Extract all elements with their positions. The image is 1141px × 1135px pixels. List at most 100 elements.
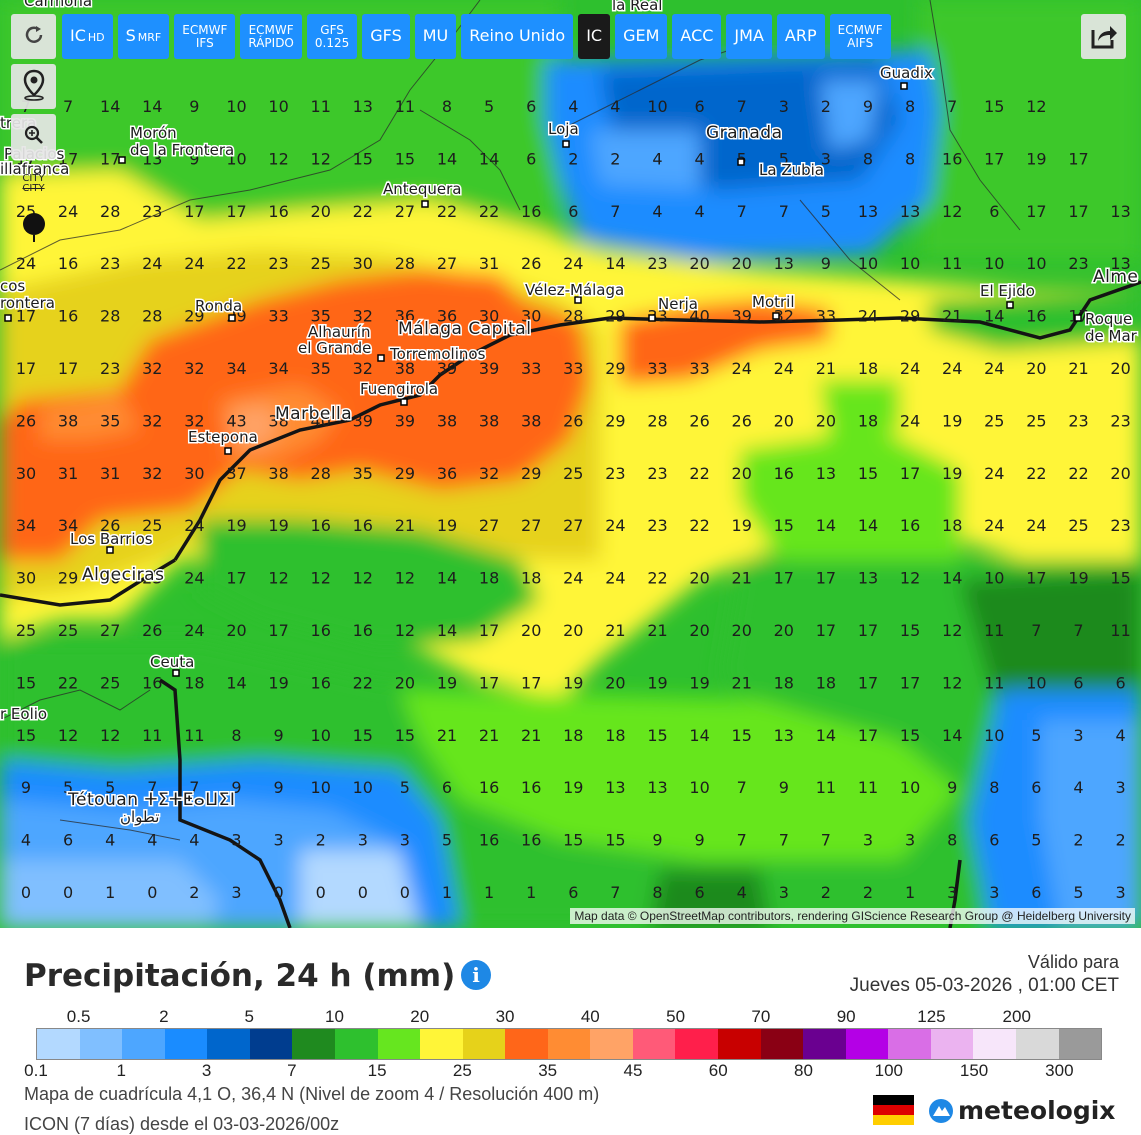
germany-flag-icon[interactable] (873, 1095, 914, 1125)
grid-value: 23 (268, 254, 288, 273)
color-swatch (249, 1029, 293, 1059)
forecast-map[interactable]: 7714149101011131185644106732987151217171… (0, 0, 1141, 928)
point-marker-button[interactable] (11, 209, 56, 249)
grid-value: 16 (900, 516, 920, 535)
model-button-jma[interactable]: JMA (726, 14, 772, 59)
share-button[interactable] (1081, 14, 1126, 59)
grid-value: 26 (563, 411, 583, 430)
grid-value: 20 (395, 673, 415, 692)
grid-value: 5 (1031, 831, 1041, 850)
refresh-button[interactable] (11, 14, 56, 59)
color-swatch (888, 1029, 931, 1059)
attribution-text[interactable]: Map data © OpenStreetMap contributors, r… (574, 909, 1131, 923)
grid-value: 4 (1116, 726, 1126, 745)
grid-value: 21 (816, 359, 836, 378)
grid-value: 18 (184, 673, 204, 692)
color-swatch (632, 1029, 676, 1059)
grid-value: 17 (58, 359, 78, 378)
grid-value: 3 (989, 883, 999, 902)
model-button-acc[interactable]: ACC (672, 14, 722, 59)
city-label: Vélez-Málaga (525, 281, 624, 299)
grid-value: 38 (521, 411, 541, 430)
model-button-ecmwfifs[interactable]: ECMWF IFS (174, 14, 236, 59)
grid-value: 3 (274, 831, 284, 850)
model-button-ic[interactable]: IC (578, 14, 611, 59)
grid-value: 22 (647, 569, 667, 588)
zoom-in-button[interactable] (11, 114, 56, 159)
brand-logo[interactable]: meteologix (928, 1096, 1115, 1125)
model-button-label: IC HD (70, 26, 105, 46)
city-label: rontera (0, 294, 55, 312)
grid-value: 23 (1110, 411, 1130, 430)
grid-value: 6 (1116, 673, 1126, 692)
model-button-label: JMA (734, 26, 764, 46)
scale-tick-label: 50 (666, 1007, 686, 1026)
map-attribution[interactable]: Map data © OpenStreetMap contributors, r… (570, 908, 1135, 924)
grid-value: 37 (226, 464, 246, 483)
model-button-arp[interactable]: ARP (776, 14, 825, 59)
grid-value: 32 (142, 411, 162, 430)
grid-value: 39 (437, 359, 457, 378)
grid-value: 29 (521, 464, 541, 483)
grid-value: 5 (484, 97, 494, 116)
model-button-smrf[interactable]: S MRF (117, 14, 170, 59)
grid-value: 10 (984, 569, 1004, 588)
grid-value: 18 (605, 726, 625, 745)
grid-value: 10 (1026, 673, 1046, 692)
model-button-reino-unido[interactable]: Reino Unido (461, 14, 574, 59)
grid-value: 32 (142, 359, 162, 378)
grid-value: 21 (437, 726, 457, 745)
city-toggle-button[interactable]: CITY CITY (11, 164, 56, 204)
scale-tick-label: 45 (623, 1061, 643, 1080)
meteologix-logo-icon (929, 1098, 953, 1123)
grid-value: 15 (900, 621, 920, 640)
grid-value: 38 (268, 464, 288, 483)
grid-value: 24 (942, 359, 962, 378)
grid-value: 32 (774, 307, 794, 326)
color-swatch (420, 1029, 463, 1059)
grid-value: 30 (353, 254, 373, 273)
city-marker (224, 447, 232, 455)
model-button-gfs[interactable]: GFS (362, 14, 410, 59)
grid-value: 19 (647, 673, 667, 692)
grid-value: 20 (1110, 359, 1130, 378)
grid-value: 12 (353, 569, 373, 588)
model-button-gem[interactable]: GEM (615, 14, 668, 59)
info-icon[interactable]: i (461, 960, 491, 990)
city-label: Antequera (383, 180, 462, 198)
grid-value: 4 (147, 831, 157, 850)
grid-value: 38 (268, 411, 288, 430)
model-button-gfs0-125[interactable]: GFS 0.125 (306, 14, 358, 59)
coastline-border (0, 280, 1141, 928)
grid-value: 20 (1110, 464, 1130, 483)
model-button-ecmwfr-pido[interactable]: ECMWF RÁPIDO (240, 14, 302, 59)
grid-value: 22 (1068, 464, 1088, 483)
city-label: Ronda (195, 297, 242, 315)
grid-value: 24 (900, 411, 920, 430)
grid-value: 17 (184, 202, 204, 221)
grid-value: 9 (21, 778, 31, 797)
grid-value: 14 (479, 149, 499, 168)
model-button-label: ECMWF (182, 22, 228, 37)
color-swatch (377, 1029, 421, 1059)
grid-value: 23 (100, 359, 120, 378)
city-label: Málaga Capital (398, 319, 531, 339)
city-label: Algeciras (82, 565, 164, 585)
model-button-ecmwfaifs[interactable]: ECMWF AIFS (829, 14, 891, 59)
precipitation-map-canvas[interactable]: 7714149101011131185644106732987151217171… (0, 0, 1141, 928)
grid-value: 17 (900, 464, 920, 483)
grid-value: 20 (563, 621, 583, 640)
grid-value: 8 (442, 97, 452, 116)
scale-tick-label: 80 (794, 1061, 813, 1080)
scale-tick-label: 70 (751, 1007, 771, 1026)
grid-value: 15 (984, 97, 1004, 116)
refresh-icon (23, 24, 45, 50)
grid-info: Mapa de cuadrícula 4,1 O, 36,4 N (Nivel … (24, 1084, 600, 1104)
model-button-label: IC (586, 26, 603, 46)
model-button-mu[interactable]: MU (414, 14, 457, 59)
location-pin-button[interactable] (11, 64, 56, 109)
grid-value: 19 (437, 673, 457, 692)
model-button-ichd[interactable]: IC HD (62, 14, 113, 59)
grid-value: 15 (395, 726, 415, 745)
grid-value: 23 (142, 569, 162, 588)
